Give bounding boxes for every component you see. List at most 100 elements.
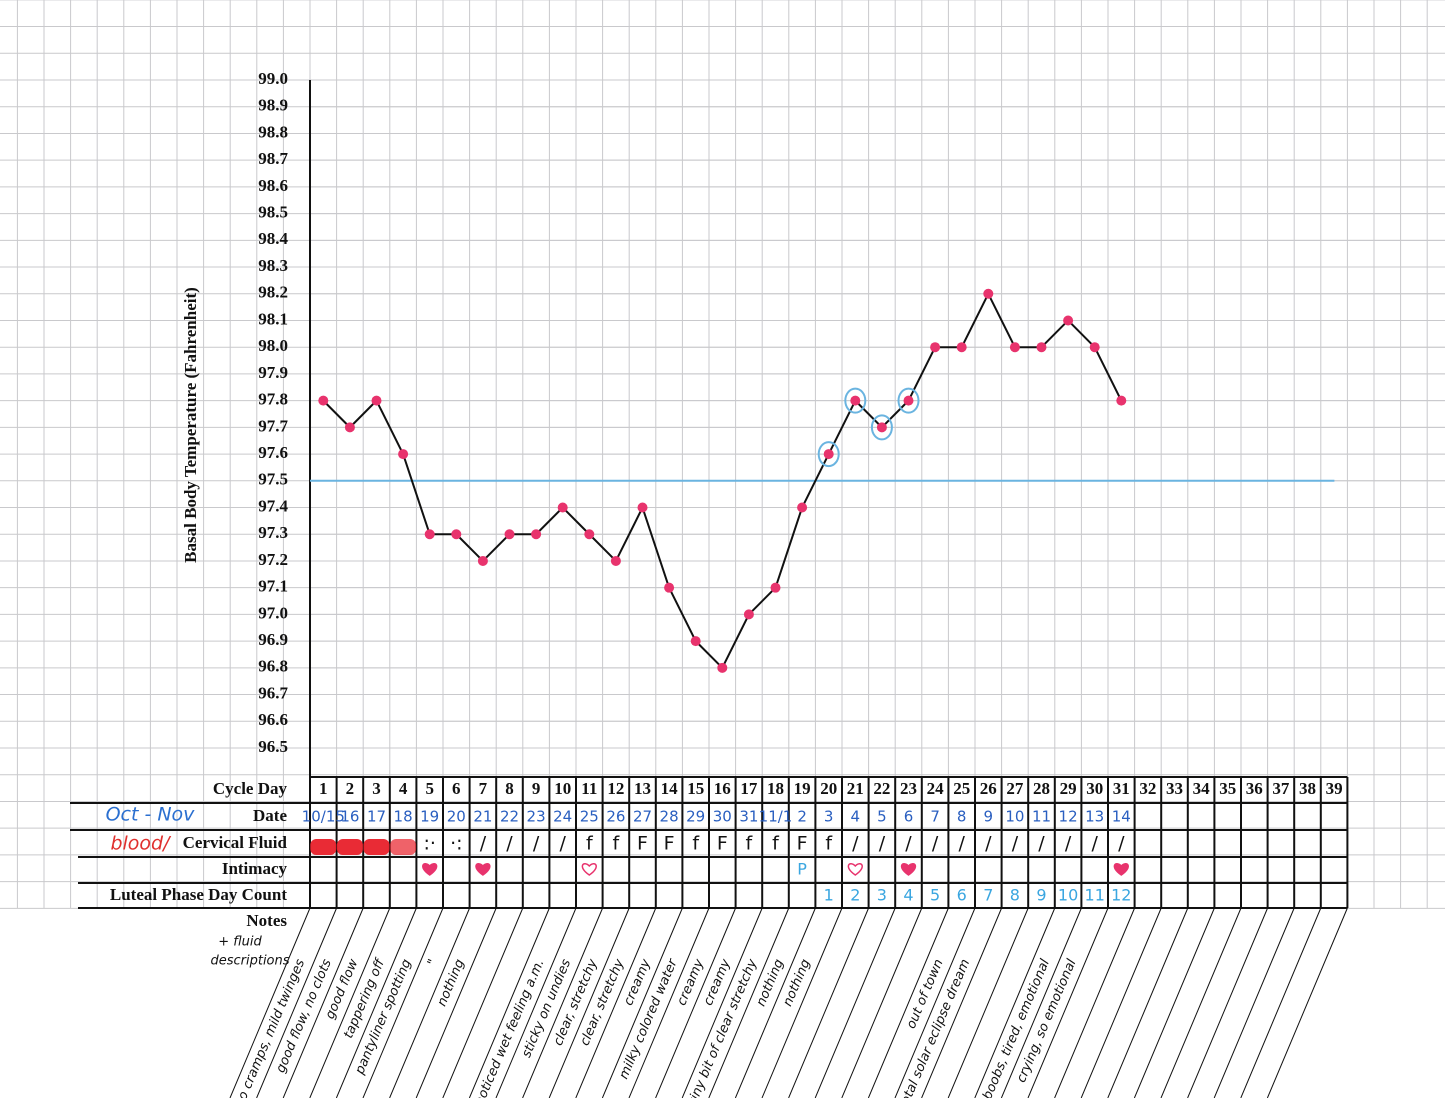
- temperature-point: [637, 502, 648, 513]
- fluid-cell: f: [825, 833, 833, 855]
- x-tick-label: 12: [607, 779, 624, 798]
- notes-divider: [1240, 907, 1322, 1098]
- notes-divider: [1027, 907, 1109, 1098]
- temperature-point: [770, 582, 781, 593]
- y-axis-label: Basal Body Temperature (Fahrenheit): [181, 287, 200, 563]
- x-tick-label: 18: [767, 779, 784, 798]
- temperature-point: [876, 422, 887, 433]
- luteal-cell: 11: [1085, 886, 1105, 905]
- luteal-cell: 12: [1111, 886, 1131, 905]
- notes-divider: [309, 907, 391, 1098]
- fluid-cell: /: [958, 833, 965, 855]
- date-cell: 30: [713, 808, 732, 826]
- y-tick-label: 97.6: [258, 443, 288, 462]
- temperature-point: [477, 555, 488, 566]
- notes-divider: [548, 907, 630, 1098]
- notes-divider: [974, 907, 1056, 1098]
- temperature-point: [903, 395, 914, 406]
- fluid-cell: ·:: [450, 833, 462, 855]
- y-tick-label: 97.2: [258, 550, 288, 569]
- y-tick-label: 97.1: [258, 577, 288, 596]
- temperature-point: [504, 529, 515, 540]
- date-cell: 13: [1085, 808, 1104, 826]
- date-cell: 28: [660, 808, 679, 826]
- date-cell: 24: [553, 808, 572, 826]
- fluid-cell: F: [797, 833, 808, 855]
- luteal-cell: 9: [1036, 886, 1046, 905]
- date-cell: 29: [686, 808, 705, 826]
- row-label: Cervical Fluid: [183, 833, 288, 852]
- notes-divider: [495, 907, 577, 1098]
- temperature-point: [398, 449, 409, 460]
- date-cell: 10/15: [302, 808, 345, 826]
- luteal-cell: 3: [877, 886, 887, 905]
- fluid-cell: /: [480, 833, 487, 855]
- temperature-point: [610, 555, 621, 566]
- circled-point: [897, 387, 920, 414]
- temperature-point: [424, 529, 435, 540]
- y-tick-label: 96.6: [258, 710, 288, 729]
- heart: [422, 863, 438, 876]
- x-tick-label: 25: [953, 779, 970, 798]
- x-tick-label: 20: [820, 779, 837, 798]
- x-tick-label: 22: [873, 779, 890, 798]
- notes-divider: [522, 907, 604, 1098]
- notes-divider: [921, 907, 1003, 1098]
- x-tick-label: 15: [687, 779, 704, 798]
- temperature-point: [743, 609, 754, 620]
- temperature-point: [797, 502, 808, 513]
- temperature-point: [1009, 342, 1020, 353]
- temperature-point: [451, 529, 462, 540]
- date-cell: 14: [1112, 808, 1131, 826]
- fluid-cell: F: [664, 833, 675, 855]
- date-cell: 16: [340, 808, 359, 826]
- y-tick-label: 96.9: [258, 630, 288, 649]
- x-tick-label: 35: [1219, 779, 1236, 798]
- temperature-point: [344, 422, 355, 433]
- fluid-cell: F: [717, 833, 728, 855]
- notes-divider: [1187, 907, 1269, 1098]
- x-tick-label: 2: [346, 779, 355, 798]
- y-tick-label: 98.5: [258, 203, 288, 222]
- y-tick-label: 96.5: [258, 737, 288, 756]
- temperature-point: [956, 342, 967, 353]
- date-cell: 8: [957, 808, 967, 826]
- circled-point: [870, 414, 893, 441]
- blood-mark: [390, 839, 417, 855]
- date-cell: 27: [633, 808, 652, 826]
- date-cell: 9: [984, 808, 994, 826]
- x-tick-label: 34: [1193, 779, 1211, 798]
- fluid-cell: /: [1091, 833, 1098, 855]
- temperature-point: [531, 529, 542, 540]
- fluid-cell: /: [1012, 833, 1019, 855]
- y-tick-label: 98.6: [258, 176, 288, 195]
- notes-divider: [1160, 907, 1242, 1098]
- notes-divider: [256, 907, 338, 1098]
- notes-divider: [788, 907, 870, 1098]
- fluid-cell: f: [613, 833, 621, 855]
- x-tick-label: 26: [980, 779, 997, 798]
- notes-divider: [601, 907, 683, 1098]
- notes-divider: [1054, 907, 1136, 1098]
- temperature-point: [823, 449, 834, 460]
- x-tick-label: 10: [554, 779, 571, 798]
- notes-divider: [681, 907, 763, 1098]
- y-tick-label: 97.5: [258, 470, 288, 489]
- blood-mark: [363, 839, 390, 855]
- y-tick-label: 97.3: [258, 523, 288, 542]
- circled-point: [844, 387, 867, 414]
- temperature-point: [717, 662, 728, 673]
- blood-mark: [336, 839, 363, 855]
- handnote: Oct - Nov: [106, 804, 196, 826]
- luteal-cell: 7: [983, 886, 993, 905]
- fluid-cell: f: [772, 833, 780, 855]
- x-tick-label: 23: [900, 779, 917, 798]
- date-cell: 21: [473, 808, 492, 826]
- x-tick-label: 27: [1006, 779, 1024, 798]
- temperature-point: [664, 582, 675, 593]
- luteal-cell: 4: [903, 886, 913, 905]
- x-tick-label: 30: [1086, 779, 1103, 798]
- x-tick-label: 36: [1246, 779, 1263, 798]
- handnote: blood/: [110, 833, 172, 855]
- date-cell: 7: [930, 808, 940, 826]
